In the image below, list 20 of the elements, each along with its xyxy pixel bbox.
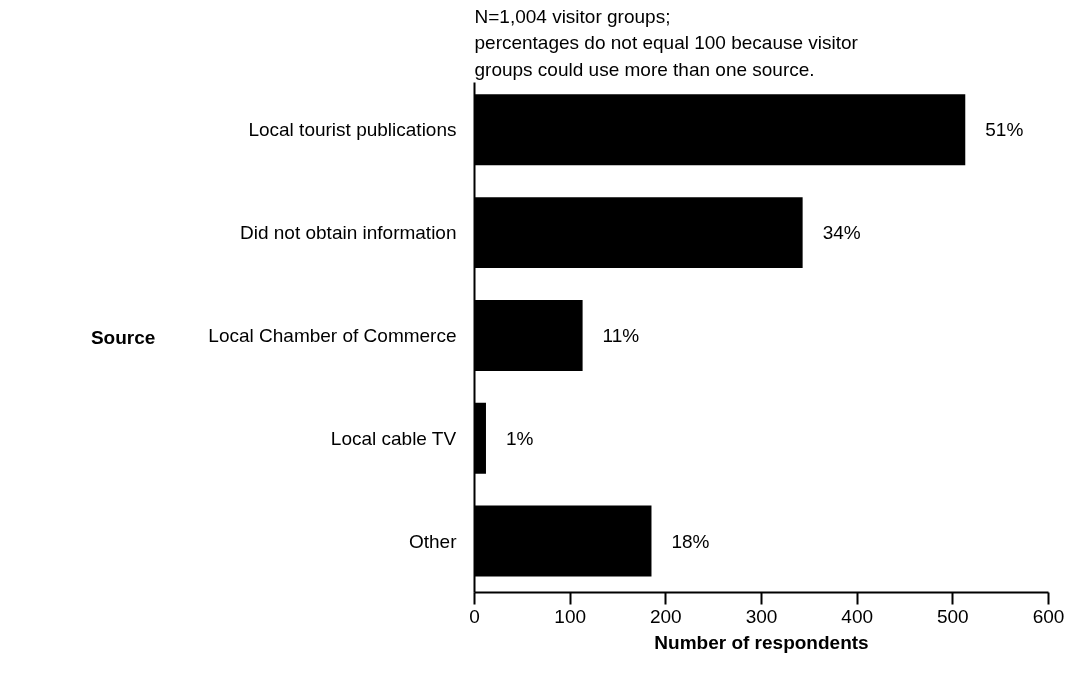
x-tick-label: 500 — [936, 605, 969, 627]
y-axis-title: Source — [90, 327, 156, 348]
x-tick-label: 400 — [841, 605, 874, 627]
annotation: 51% — [985, 119, 1024, 141]
annotation: 18% — [671, 530, 710, 552]
x-tick-label: 100 — [554, 605, 587, 627]
y-tick-label: Local Chamber of Commerce — [208, 324, 457, 346]
x-axis-title: Number of respondents — [654, 631, 869, 653]
x-tick-label: 0 — [469, 605, 480, 627]
annotation: 34% — [822, 222, 861, 244]
x-tick-label: 300 — [745, 605, 778, 627]
y-tick-label: Did not obtain information — [239, 222, 457, 244]
y-tick-label: Local cable TV — [330, 427, 457, 449]
text: N=1,004 visitor groups; percentages do not equal 100 because visitor groups could use more than one source. — [474, 6, 859, 80]
x-tick-label: 200 — [649, 605, 682, 627]
annotation: 1% — [505, 427, 534, 449]
x-tick-label: 600 — [1032, 605, 1065, 627]
annotation: 11% — [602, 324, 640, 346]
y-tick-label: Other — [408, 530, 458, 552]
y-tick-label: Local tourist publications — [248, 119, 457, 141]
